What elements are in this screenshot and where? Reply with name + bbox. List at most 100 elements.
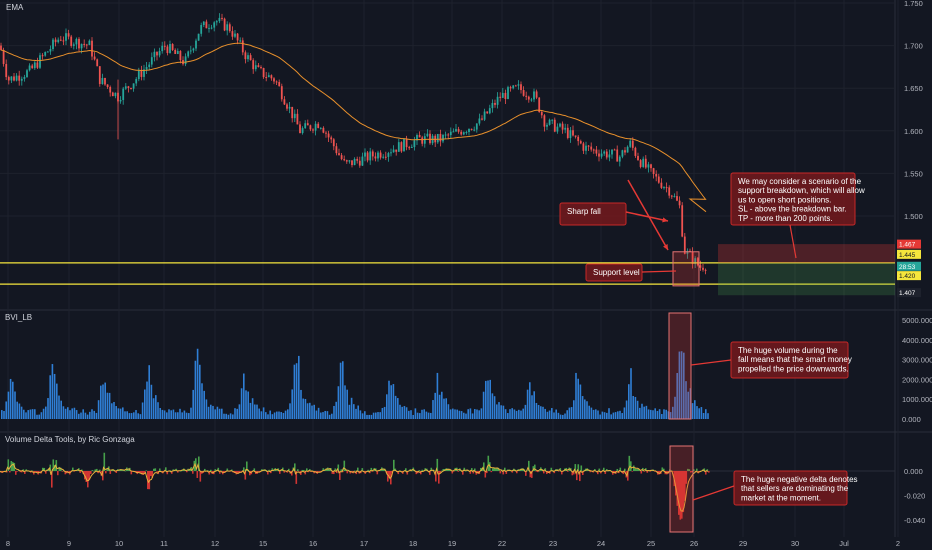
delta-bar [433,470,436,471]
candle-body [426,133,429,137]
volume-bar [397,398,399,419]
delta-bar [672,471,674,472]
candle-body [392,149,395,153]
candle-body [31,65,34,69]
candle-body [624,150,626,153]
delta-bar [60,467,62,471]
price-tick-label: 1.550 [904,169,923,178]
volume-panel[interactable]: BVI_LB [1,313,709,419]
candle-body [379,152,382,158]
candle-body [598,153,600,157]
candle-body [683,236,686,254]
delta-bar [397,471,400,475]
candle-body [366,152,369,161]
delta-bar [643,471,646,472]
delta-bar [535,471,538,472]
delta-bar [282,467,284,471]
volume-bar [394,395,397,419]
volume-bar [326,411,329,419]
delta-bar [451,471,454,474]
volume-bar [152,398,155,419]
volume-tick-label: 4000.000 [902,336,932,345]
volume-bar [606,412,608,419]
delta-bar [4,470,7,472]
volume-bar [31,409,34,419]
candle-body [265,77,268,79]
delta-bar [438,471,440,484]
volume-bar [298,355,300,419]
price-tag: 1.407 [897,288,921,298]
sharp-fall-arrow-head [662,217,668,223]
delta-bar [78,468,80,471]
volume-bar [20,406,23,419]
candle-body [660,182,663,188]
candle-body [325,132,327,134]
candle-body [98,66,101,84]
volume-bar [148,365,150,419]
x-tick-label: 29 [739,539,747,548]
volume-bar [401,406,403,419]
volume-bar [568,407,571,419]
candle-body [176,51,179,54]
candle-body [270,75,273,79]
sharp-fall-arrow-head [663,244,668,250]
delta-bar [103,452,106,471]
delta-tick-label: -0.040 [904,516,925,525]
candle-body [54,39,57,43]
delta-bar [309,469,311,471]
delta-bar [463,467,466,471]
volume-bar [619,410,621,419]
candle-body [465,132,468,134]
delta-bar [322,468,325,471]
candle-body [657,176,660,183]
candle-body [642,158,645,167]
volume-bar [315,410,318,419]
volume-bar [258,408,260,419]
volume-bar [586,401,588,419]
candle-body [85,44,88,46]
volume-bar [82,409,84,419]
volume-bar [595,409,597,419]
delta-bar [436,458,439,471]
delta-bar [154,468,157,471]
candle-body [5,63,8,78]
delta-bar [576,471,578,481]
volume-bar [262,407,265,419]
volume-bar [650,409,652,419]
delta-bar [690,471,692,473]
candle-body [462,132,465,135]
candle-body [192,48,195,51]
volume-bar [460,411,463,419]
candle-body [150,57,153,65]
volume-bar [139,414,142,419]
candle-body [114,92,117,97]
volume-bar [236,408,238,419]
delta-bar [354,470,356,472]
delta-bar [630,461,632,471]
candle-body [587,145,590,147]
candle-body [226,24,229,31]
candle-body [694,258,697,264]
volume-bar [86,414,89,419]
x-tick-label: 10 [115,539,123,548]
price-panel[interactable]: EMA [0,3,895,296]
volume-bar [689,388,692,419]
delta-bar [594,469,596,471]
volume-bar [89,411,91,419]
candle-body [699,265,702,268]
delta-bar [85,471,88,483]
delta-bar [276,470,278,471]
volume-bar [223,413,225,419]
volume-bar [5,401,7,419]
candle-body [0,45,2,50]
delta-bar [97,471,100,474]
candle-body [127,86,130,88]
delta-bar [487,455,490,471]
volume-bar [339,362,342,419]
delta-panel-title: Volume Delta Tools, by Ric Gonzaga [5,435,135,444]
delta-bar [199,471,202,482]
scenario-callout-text: us to open short positions. [738,195,831,204]
delta-bar [94,469,97,471]
candle-body [72,44,75,46]
